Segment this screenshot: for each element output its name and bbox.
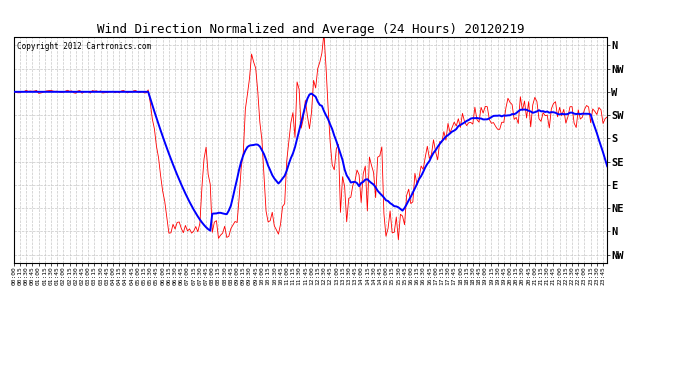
Text: Copyright 2012 Cartronics.com: Copyright 2012 Cartronics.com — [17, 42, 151, 51]
Title: Wind Direction Normalized and Average (24 Hours) 20120219: Wind Direction Normalized and Average (2… — [97, 23, 524, 36]
